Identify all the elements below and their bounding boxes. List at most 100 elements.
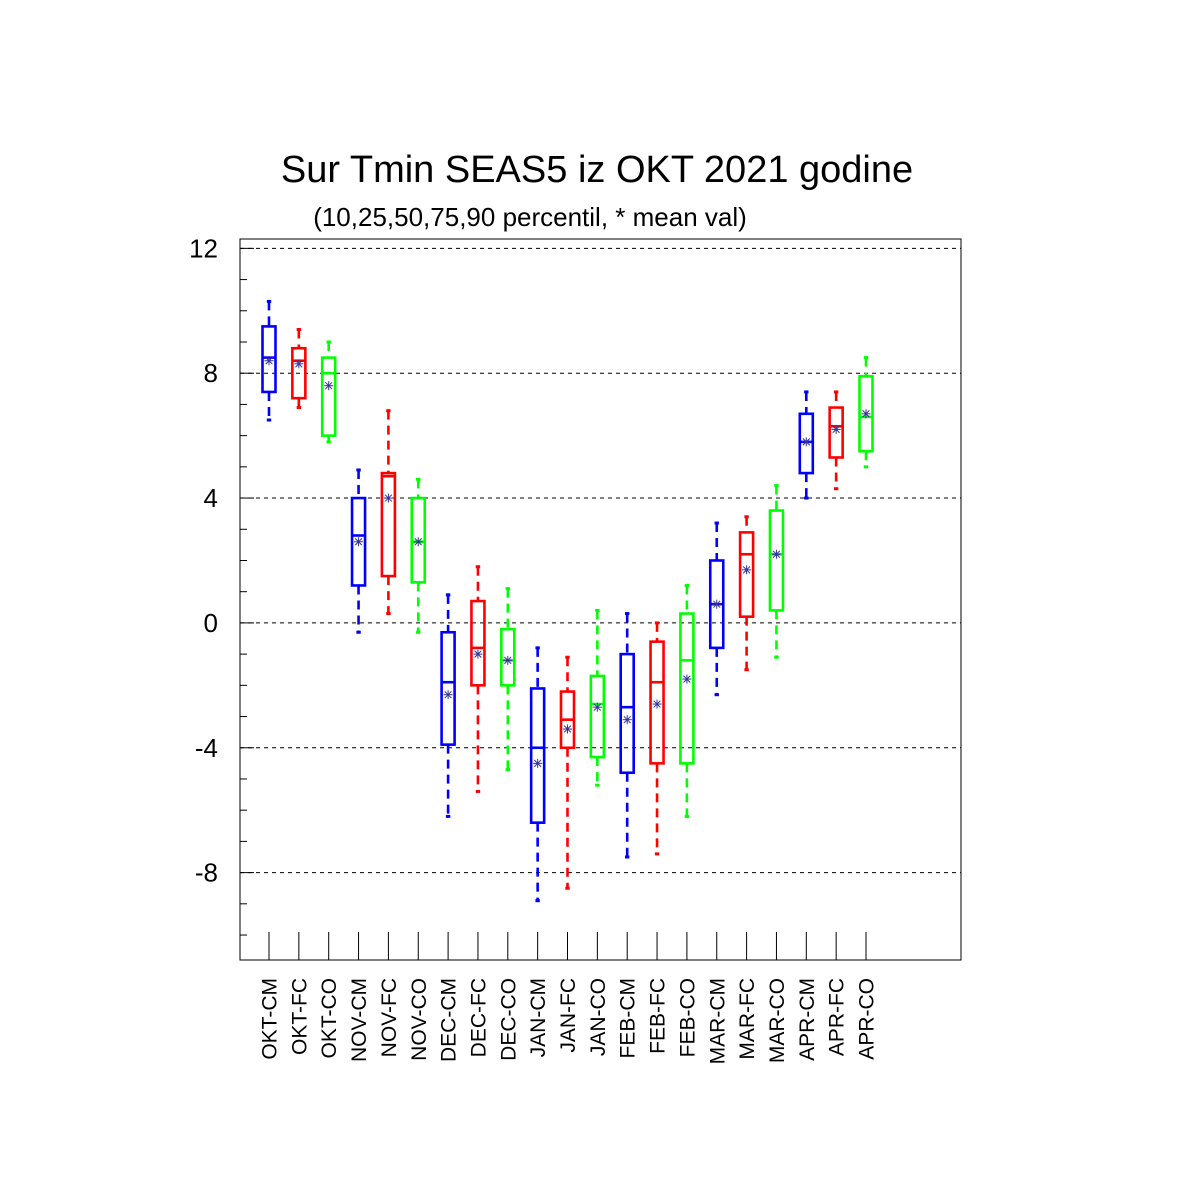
x-tick-label: DEC-CM	[438, 978, 461, 1062]
box-mar-co	[768, 484, 785, 659]
box-dec-co	[499, 587, 516, 772]
mean-stroke	[384, 494, 393, 502]
mean-marker	[831, 424, 841, 434]
y-tick-label: -4	[195, 733, 218, 763]
x-tick-label: NOV-FC	[378, 978, 401, 1057]
box-jan-fc	[559, 655, 576, 890]
x-tick-label: MAR-CO	[766, 978, 789, 1063]
mean-stroke	[802, 438, 811, 446]
x-tick-label: DEC-CO	[497, 978, 520, 1061]
box-okt-co	[320, 340, 337, 444]
mean-stroke	[713, 600, 721, 608]
mean-stroke	[862, 410, 870, 418]
x-tick-label: JAN-CM	[527, 978, 550, 1057]
mean-marker	[622, 715, 632, 725]
box-iqr	[499, 627, 516, 687]
x-tick-label: NOV-CO	[408, 978, 431, 1061]
mean-stroke	[504, 656, 512, 665]
mean-stroke	[324, 381, 333, 390]
box-mar-fc	[738, 515, 755, 672]
mean-stroke	[593, 703, 602, 711]
chart-subtitle: (10,25,50,75,90 percentil, * mean val)	[313, 202, 747, 232]
mean-marker	[801, 437, 811, 447]
mean-marker	[503, 655, 513, 665]
box-iqr	[410, 496, 427, 584]
box-iqr	[470, 599, 486, 687]
mean-marker	[592, 702, 602, 712]
x-tick-label: OKT-CO	[318, 978, 341, 1059]
mean-marker	[712, 599, 722, 609]
mean-marker	[742, 565, 752, 575]
minor-ticks	[240, 279, 247, 936]
mean-stroke	[563, 725, 572, 733]
x-axis-ticks: OKT-CM OKT-FC OKT-CO NOV-CM NOV-FC NOV-CO DEC-…	[259, 932, 879, 1064]
box-feb-fc	[649, 621, 665, 856]
x-tick-label: APR-CM	[796, 978, 819, 1061]
box-iqr	[798, 412, 815, 475]
box-iqr	[738, 531, 755, 618]
box-nov-fc	[380, 409, 397, 616]
box-jan-cm	[529, 646, 546, 903]
y-tick-label: 0	[204, 608, 218, 638]
box-feb-cm	[619, 612, 636, 859]
plot-frame	[239, 238, 962, 961]
mean-marker	[533, 758, 543, 768]
box-nov-cm	[350, 468, 367, 634]
y-tick-label: 4	[204, 483, 218, 513]
mean-marker	[294, 359, 304, 369]
box-iqr	[649, 640, 665, 765]
box-iqr	[679, 612, 695, 765]
box-nov-co	[410, 477, 427, 634]
mean-stroke	[832, 425, 840, 434]
x-tick-label: OKT-FC	[288, 978, 311, 1055]
box-apr-co	[858, 356, 874, 469]
mean-marker	[652, 699, 662, 709]
x-tick-label: JAN-FC	[557, 978, 580, 1053]
box-okt-cm	[261, 299, 277, 422]
mean-marker	[413, 537, 423, 547]
y-axis-ticks: 12 8 4 0 -4 -8	[189, 233, 254, 888]
box-apr-cm	[798, 390, 815, 500]
box-iqr	[768, 509, 785, 612]
mean-marker	[264, 356, 274, 366]
x-tick-label: MAR-FC	[736, 978, 759, 1060]
mean-marker	[682, 674, 692, 684]
mean-marker	[443, 690, 453, 700]
x-tick-label: FEB-CO	[676, 978, 699, 1057]
mean-marker	[473, 649, 483, 659]
mean-stroke	[742, 566, 751, 574]
box-iqr	[858, 375, 874, 453]
mean-stroke	[474, 650, 482, 658]
x-tick-label: NOV-CM	[348, 978, 371, 1062]
box-feb-co	[679, 583, 695, 818]
box-iqr	[529, 687, 546, 824]
mean-marker	[354, 537, 364, 547]
x-tick-label: APR-CO	[856, 978, 879, 1060]
box-iqr	[261, 325, 277, 394]
y-tick-label: 8	[204, 358, 218, 388]
mean-stroke	[295, 360, 303, 368]
box-okt-fc	[291, 328, 307, 410]
mean-stroke	[444, 690, 452, 699]
boxes	[261, 299, 874, 903]
box-iqr	[619, 652, 636, 775]
x-tick-label: FEB-FC	[647, 978, 670, 1054]
y-tick-label: -8	[195, 858, 218, 888]
chart-title: Sur Tmin SEAS5 iz OKT 2021 godine	[281, 149, 913, 191]
box-jan-co	[589, 608, 606, 787]
box-mar-cm	[708, 521, 725, 697]
box-iqr	[380, 471, 397, 578]
mean-stroke	[772, 550, 781, 558]
mean-marker	[324, 381, 334, 391]
gridlines	[240, 247, 961, 874]
mean-marker	[383, 493, 393, 503]
box-iqr	[350, 496, 367, 587]
x-tick-label: DEC-FC	[467, 978, 490, 1057]
box-apr-fc	[828, 390, 844, 491]
x-tick-label: JAN-CO	[587, 978, 610, 1056]
box-dec-cm	[440, 593, 456, 818]
x-tick-label: APR-FC	[826, 978, 849, 1056]
mean-stroke	[623, 715, 631, 724]
box-dec-fc	[470, 565, 486, 793]
